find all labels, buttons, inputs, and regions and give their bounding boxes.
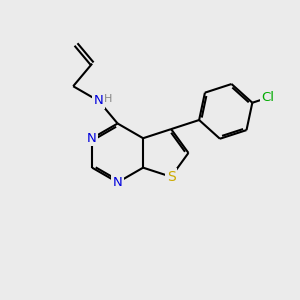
Text: S: S — [167, 170, 176, 184]
Text: Cl: Cl — [261, 91, 274, 104]
Text: N: N — [94, 94, 104, 107]
Text: H: H — [104, 94, 112, 103]
Text: N: N — [113, 176, 122, 189]
Text: N: N — [87, 132, 97, 145]
